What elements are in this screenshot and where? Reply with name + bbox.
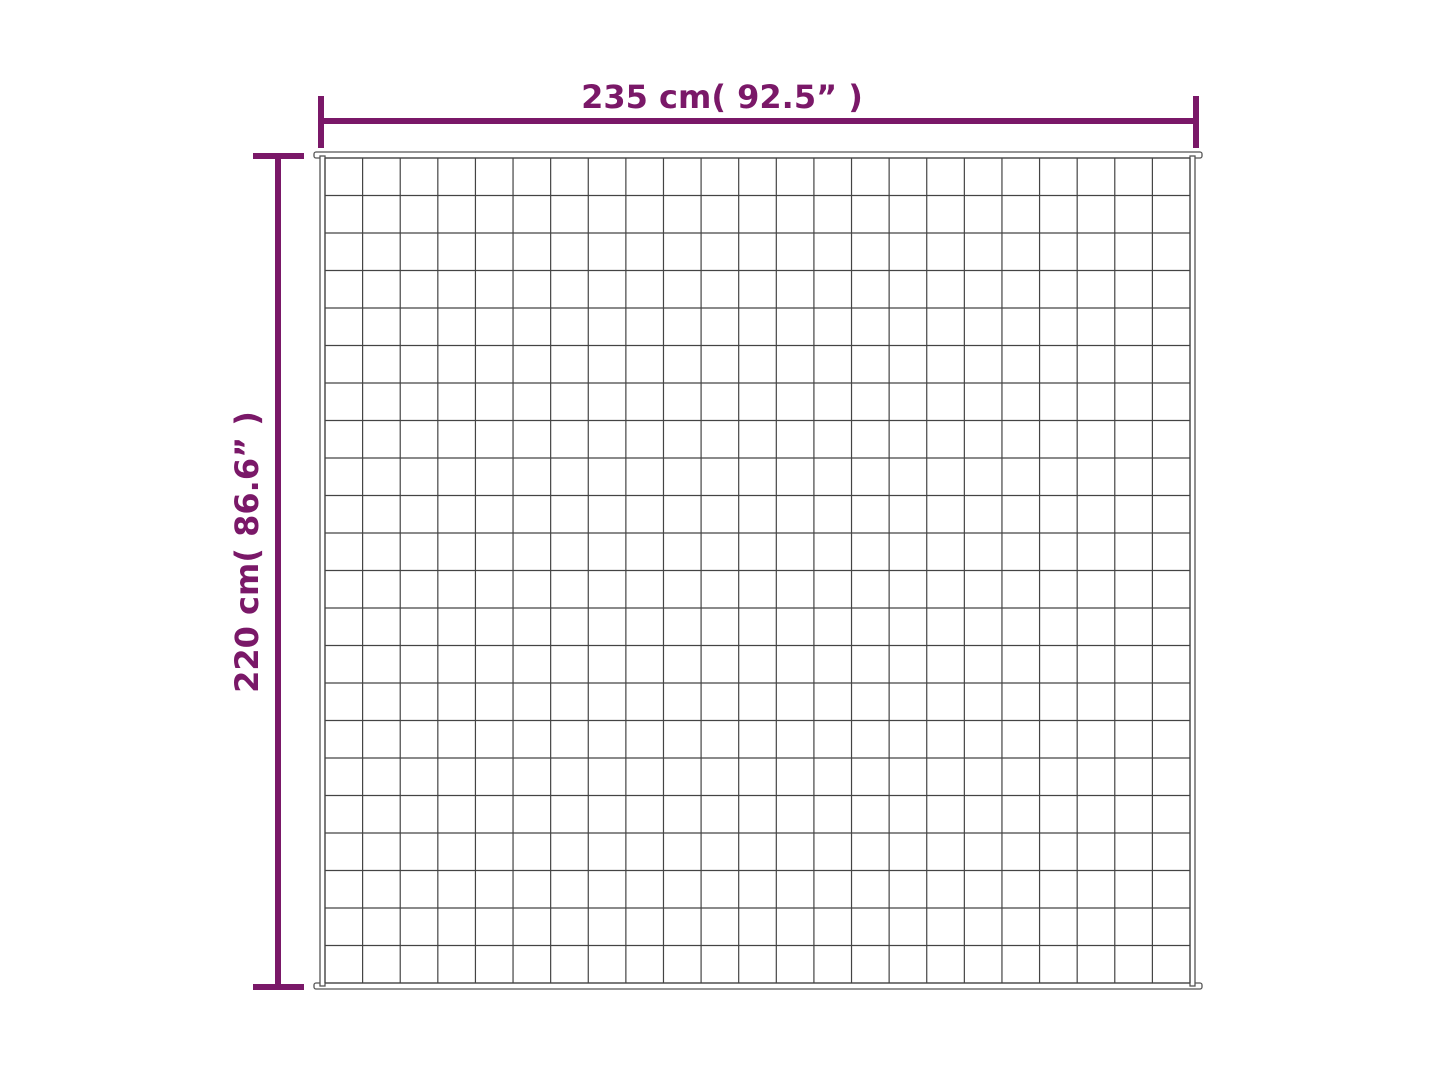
- width-line: [321, 118, 1196, 124]
- height-line: [275, 156, 281, 987]
- blanket-piping-top: [313, 151, 1203, 159]
- blanket-piping-bottom: [313, 982, 1203, 990]
- dimension-markers: 235 cm( 92.5” ) 220 cm( 86.6” ): [228, 78, 1199, 990]
- quilt-grid: [324, 157, 1191, 984]
- blanket: [313, 151, 1203, 990]
- blanket-edge-right: [1189, 155, 1196, 987]
- width-label: 235 cm( 92.5” ): [581, 78, 863, 116]
- blanket-edge-left: [319, 155, 326, 987]
- height-label: 220 cm( 86.6” ): [228, 411, 266, 693]
